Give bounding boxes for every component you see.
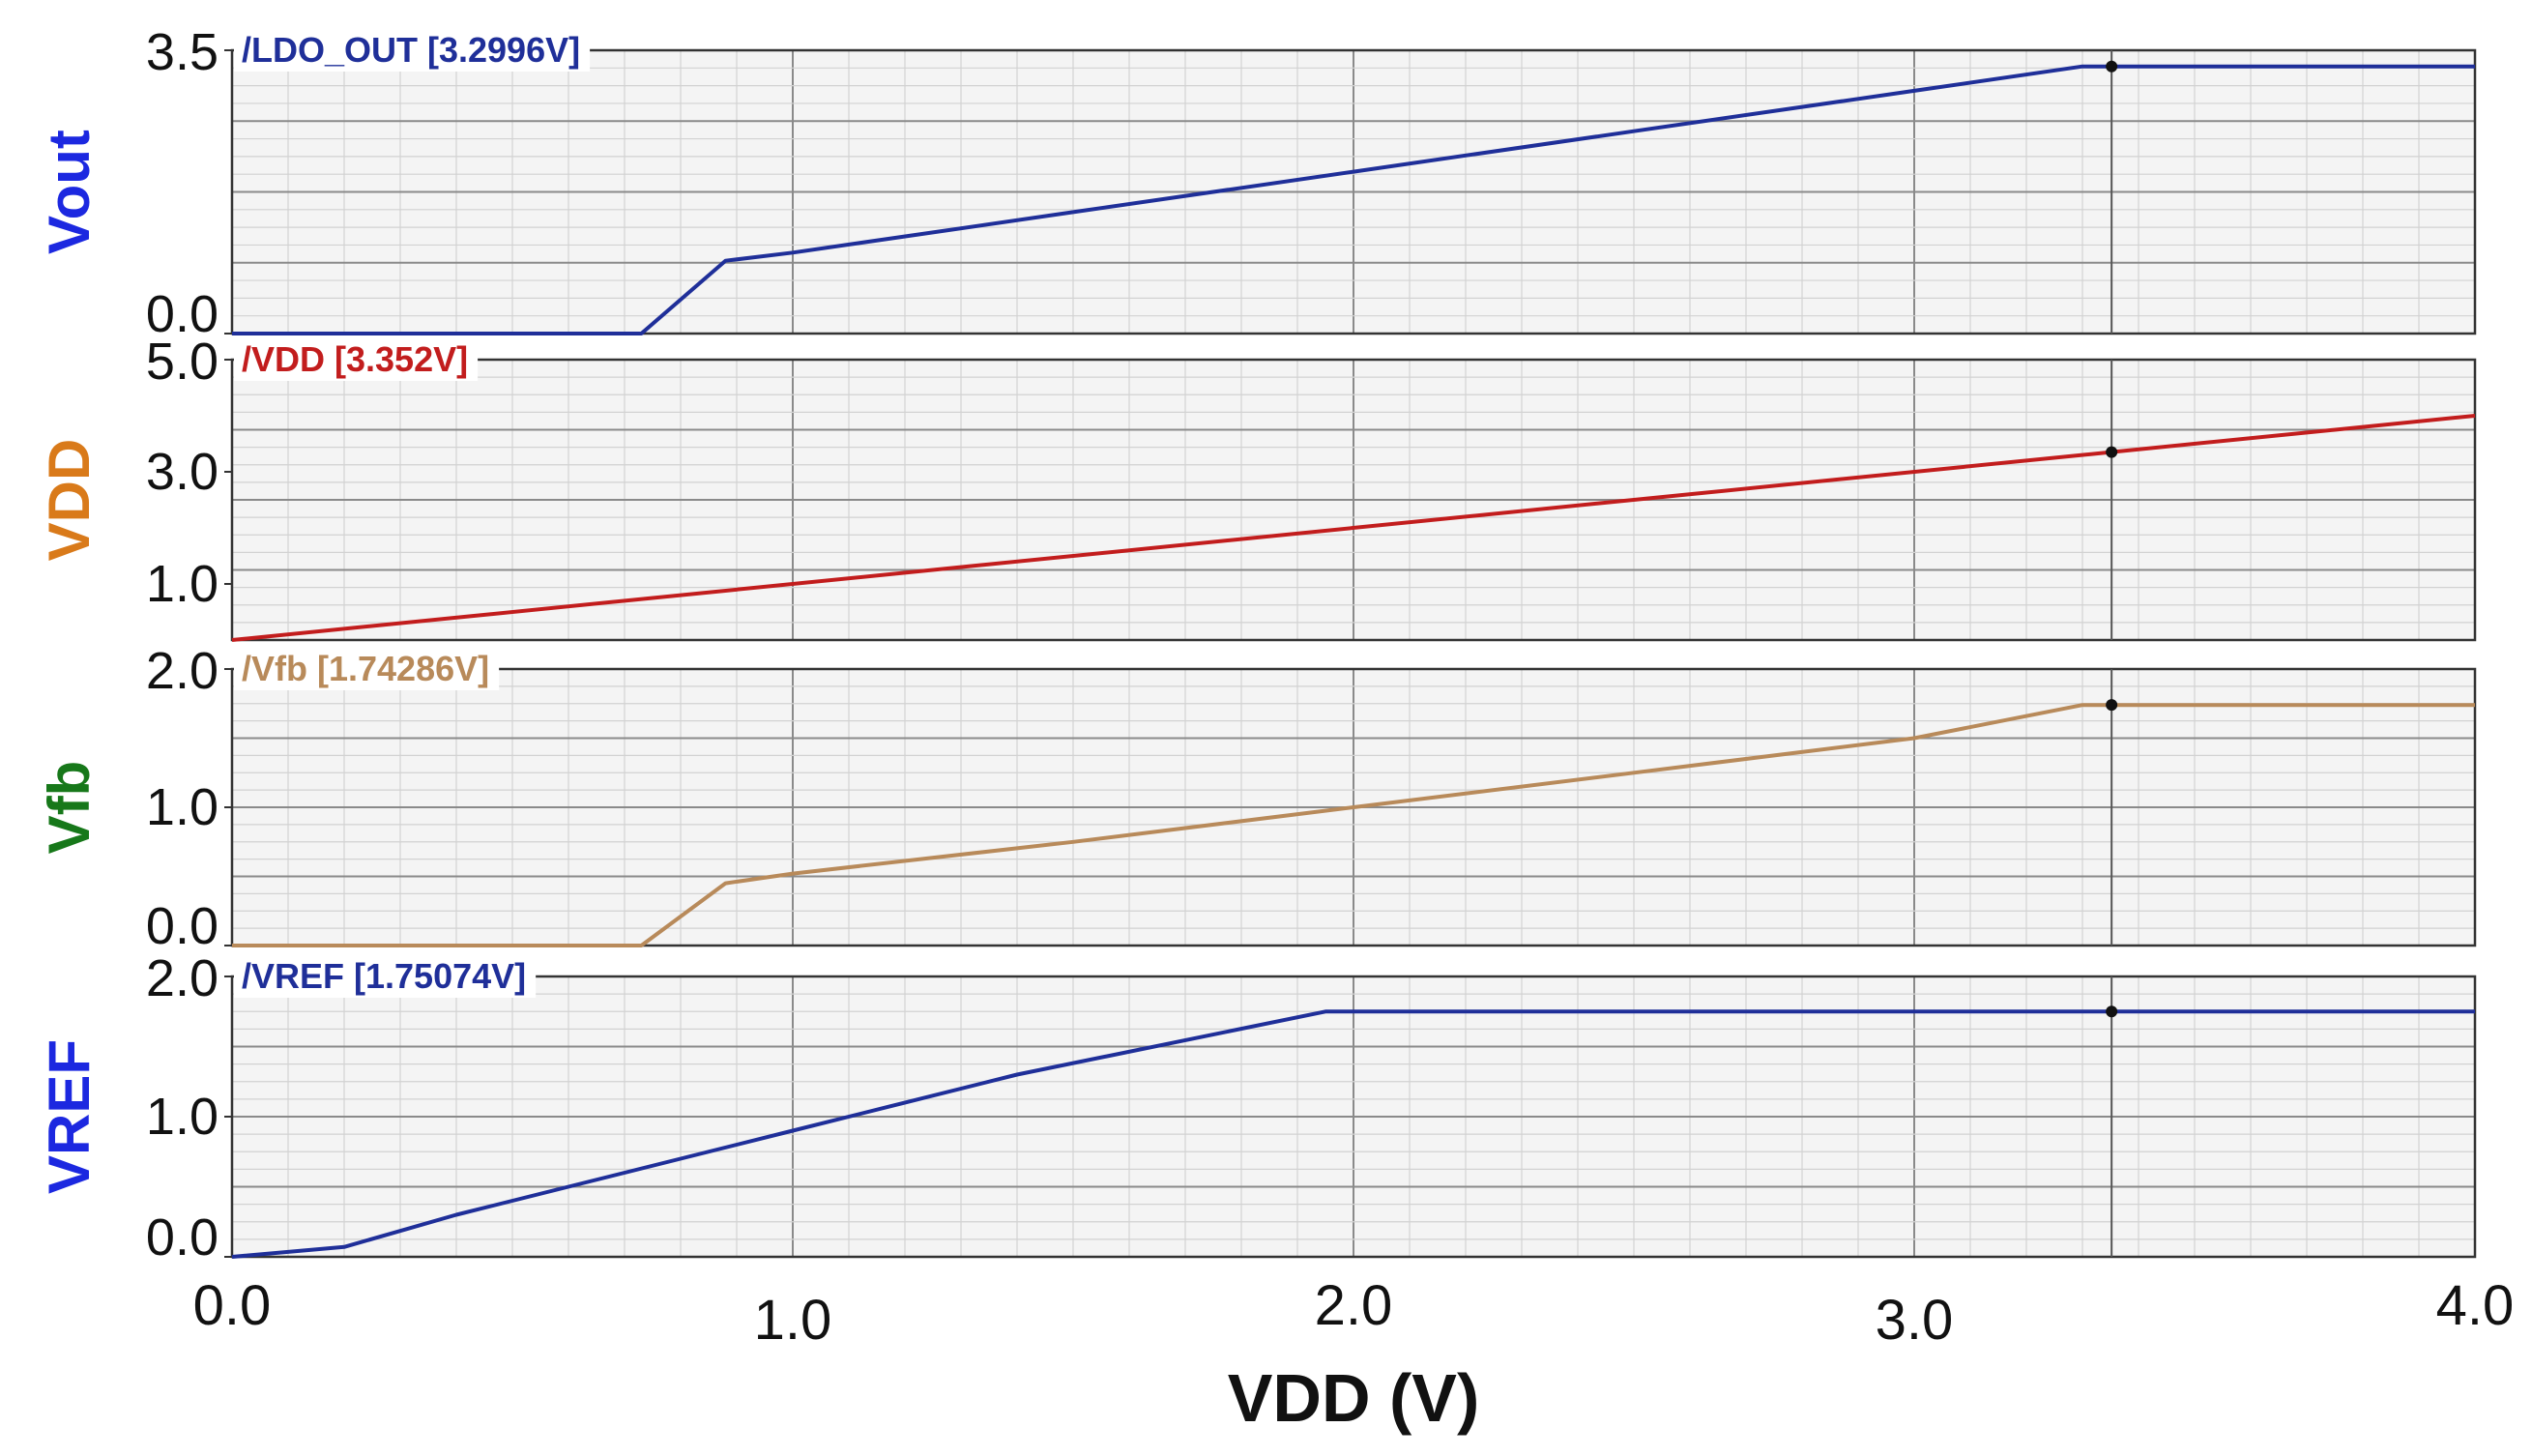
- x-tick-label: 2.0: [1315, 1274, 1393, 1337]
- signal-label-text: /VDD [3.352V]: [242, 339, 468, 379]
- cursor-marker: [2106, 699, 2118, 712]
- series-line: [232, 64, 2475, 335]
- signal-label-text: /Vfb [1.74286V]: [242, 649, 489, 688]
- y-tick-label: 2.0: [146, 642, 218, 700]
- x-tick-label: 0.0: [193, 1274, 272, 1337]
- signal-label-bg: [234, 955, 537, 998]
- signal-label: /VREF [1.75074V]: [234, 955, 537, 998]
- plot-frame: [230, 358, 2477, 642]
- signal-label-text: /LDO_OUT [3.2996V]: [242, 30, 580, 70]
- signal-label: /VDD [3.352V]: [234, 338, 479, 381]
- x-tick-label: 1.0: [754, 1289, 832, 1352]
- panel-vref: 0.0 1.0 2.0 VREF/VREF [1.75074V]: [37, 949, 2477, 1267]
- y-tick-label: 0.0: [146, 1208, 218, 1267]
- signal-label-bg: [234, 29, 591, 72]
- panel-vout: 0.0 3.5 Vout/LDO_OUT [3.2996V]: [37, 23, 2477, 343]
- series-line: [232, 703, 2475, 947]
- y-axis-label: Vfb: [37, 761, 102, 855]
- y-tick-label: 1.0: [146, 555, 218, 613]
- signal-label-bg: [234, 648, 500, 690]
- panel-vfb: 0.0 1.0 2.0 Vfb/Vfb [1.74286V]: [37, 642, 2477, 955]
- plot-frame: [230, 48, 2477, 335]
- y-tick-label: 3.5: [146, 23, 218, 81]
- signal-label: /Vfb [1.74286V]: [234, 648, 500, 690]
- signal-label-bg: [234, 338, 479, 381]
- cursor-marker: [2106, 446, 2118, 458]
- y-tick-label: 3.0: [146, 443, 218, 501]
- y-axis-label: VREF: [37, 1039, 102, 1194]
- y-tick-label: 1.0: [146, 778, 218, 836]
- series-line: [231, 1009, 2475, 1259]
- y-tick-label: 1.0: [146, 1088, 218, 1146]
- series-line: [231, 414, 2476, 642]
- x-tick-label: 4.0: [2436, 1274, 2515, 1337]
- signal-label-text: /VREF [1.75074V]: [242, 956, 526, 996]
- x-tick-label: 3.0: [1876, 1289, 1954, 1352]
- y-axis-label: VDD: [37, 439, 102, 562]
- signal-label: /LDO_OUT [3.2996V]: [234, 29, 591, 72]
- x-axis-label: VDD (V): [1228, 1360, 1480, 1436]
- y-tick-label: 2.0: [146, 949, 218, 1007]
- y-tick-label: 0.0: [146, 285, 218, 343]
- y-axis-label: Vout: [37, 130, 102, 254]
- y-tick-label: 0.0: [146, 897, 218, 955]
- y-tick-label: 5.0: [146, 333, 218, 391]
- cursor-marker: [2106, 1005, 2118, 1018]
- panel-vdd: 1.0 3.0 5.0 VDD/VDD [3.352V]: [37, 333, 2477, 642]
- cursor-marker: [2106, 60, 2118, 73]
